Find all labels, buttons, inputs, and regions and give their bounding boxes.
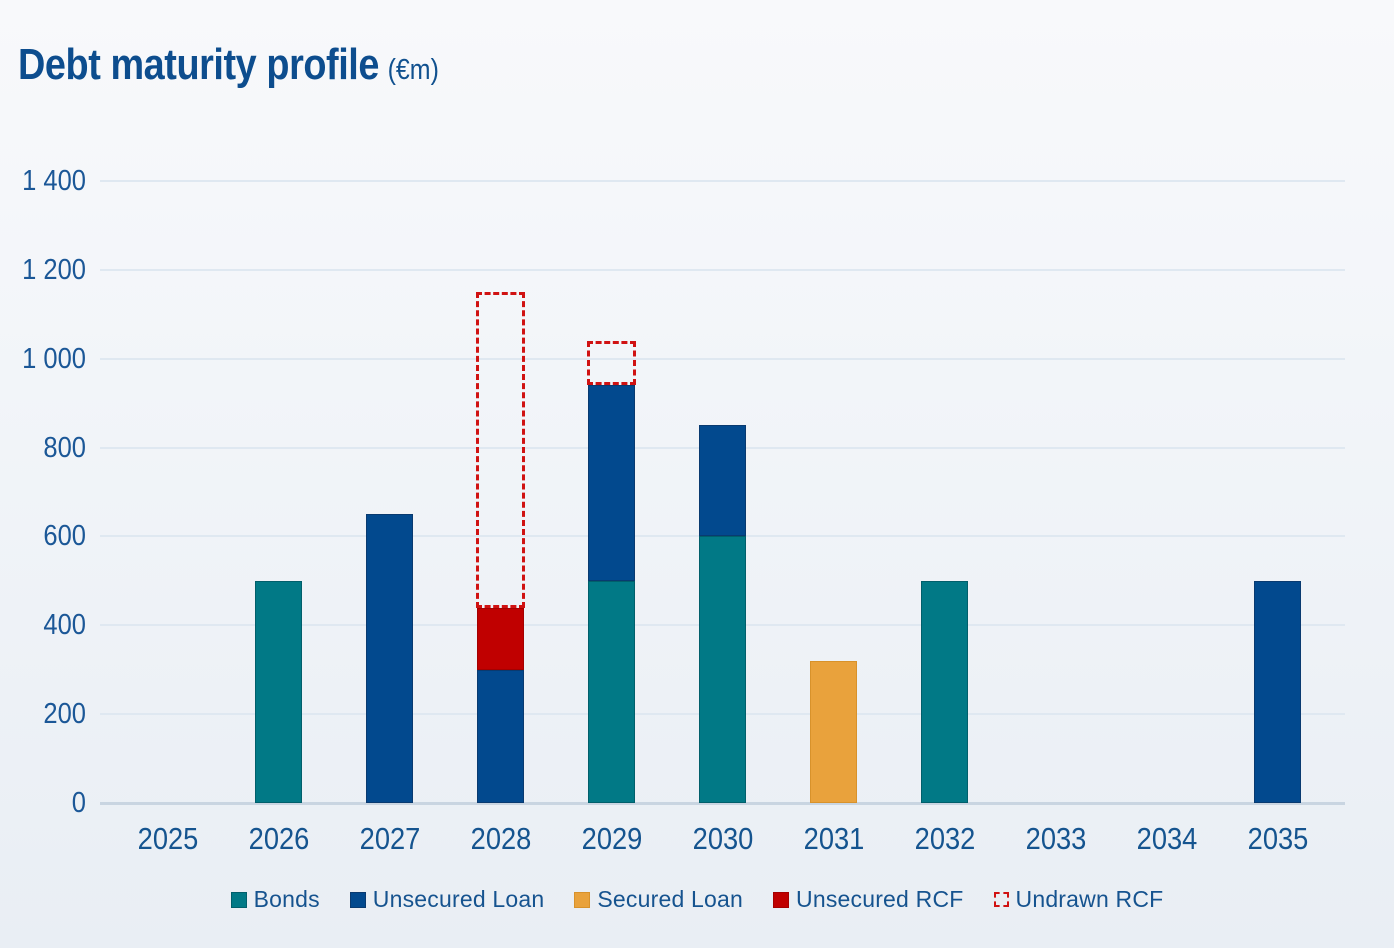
bar-segment-unsecured-loan-2027 (366, 514, 413, 803)
bar-segment-unsecured-loan-2035 (1254, 580, 1301, 803)
legend-label-secured-loan: Secured Loan (597, 886, 744, 912)
bar-segment-unsecured-loan-2030 (699, 425, 746, 537)
legend-item-undrawn-rcf: Undrawn RCF (993, 886, 1164, 913)
legend-swatch-undrawn-rcf (993, 892, 1009, 907)
chart-title-unit: (€m) (387, 54, 439, 86)
legend-item-unsecured-rcf: Unsecured RCF (773, 886, 964, 913)
y-tick-label-1-200: 1 200 (22, 253, 86, 286)
legend-item-secured-loan: Secured Loan (574, 886, 743, 913)
bar-segment-bonds-2030 (699, 536, 746, 803)
x-axis-line (100, 802, 1345, 805)
x-tick-label-2025: 2025 (137, 821, 198, 856)
legend-label-bonds: Bonds (253, 886, 320, 912)
bar-segment-bonds-2026 (255, 580, 302, 803)
bar-segment-bonds-2029 (588, 580, 635, 803)
bar-segment-bonds-2032 (921, 580, 968, 803)
legend-swatch-bonds (230, 891, 247, 908)
x-tick-label-2032: 2032 (914, 821, 975, 856)
legend-label-undrawn-rcf: Undrawn RCF (1015, 886, 1164, 912)
x-tick-label-2031: 2031 (803, 821, 864, 856)
y-tick-label-400: 400 (43, 609, 86, 642)
y-tick-label-800: 800 (43, 431, 86, 464)
legend-label-unsecured-loan: Unsecured Loan (372, 886, 545, 912)
legend-item-bonds: Bonds (230, 886, 320, 913)
x-tick-label-2033: 2033 (1025, 821, 1086, 856)
bar-segment-secured-loan-2031 (810, 660, 857, 803)
gridline-1-400 (100, 180, 1345, 182)
x-tick-label-2026: 2026 (248, 821, 309, 856)
x-tick-label-2034: 2034 (1136, 821, 1197, 856)
x-tick-label-2030: 2030 (692, 821, 753, 856)
legend-item-unsecured-loan: Unsecured Loan (349, 886, 545, 913)
x-tick-label-2028: 2028 (470, 821, 531, 856)
x-tick-label-2035: 2035 (1247, 821, 1308, 856)
gridline-1-200 (100, 268, 1345, 271)
chart-legend: Bonds Unsecured Loan Secured Loan Unsecured… (0, 886, 1394, 913)
page-title: Debt maturity profile (€m) (18, 40, 439, 90)
legend-swatch-unsecured-loan (349, 891, 366, 908)
y-tick-label-0: 0 (71, 787, 86, 819)
y-tick-label-600: 600 (43, 520, 86, 553)
legend-swatch-unsecured-rcf (773, 891, 790, 908)
bar-segment-undrawn-rcf-2028 (476, 292, 525, 608)
chart-title-text: Debt maturity profile (18, 40, 380, 89)
y-tick-label-1-400: 1 400 (22, 165, 86, 197)
legend-swatch-secured-loan (574, 891, 591, 908)
gridline-1-000 (100, 357, 1345, 360)
bar-segment-unsecured-loan-2028 (477, 669, 524, 803)
legend-label-unsecured-rcf: Unsecured RCF (796, 886, 964, 912)
bar-segment-unsecured-loan-2029 (588, 385, 635, 581)
x-tick-label-2029: 2029 (581, 821, 642, 856)
bar-segment-unsecured-rcf-2028 (477, 607, 524, 670)
bar-segment-undrawn-rcf-2029 (587, 340, 636, 386)
y-tick-label-200: 200 (43, 698, 86, 731)
y-tick-label-1-000: 1 000 (22, 342, 86, 375)
x-tick-label-2027: 2027 (359, 821, 420, 856)
